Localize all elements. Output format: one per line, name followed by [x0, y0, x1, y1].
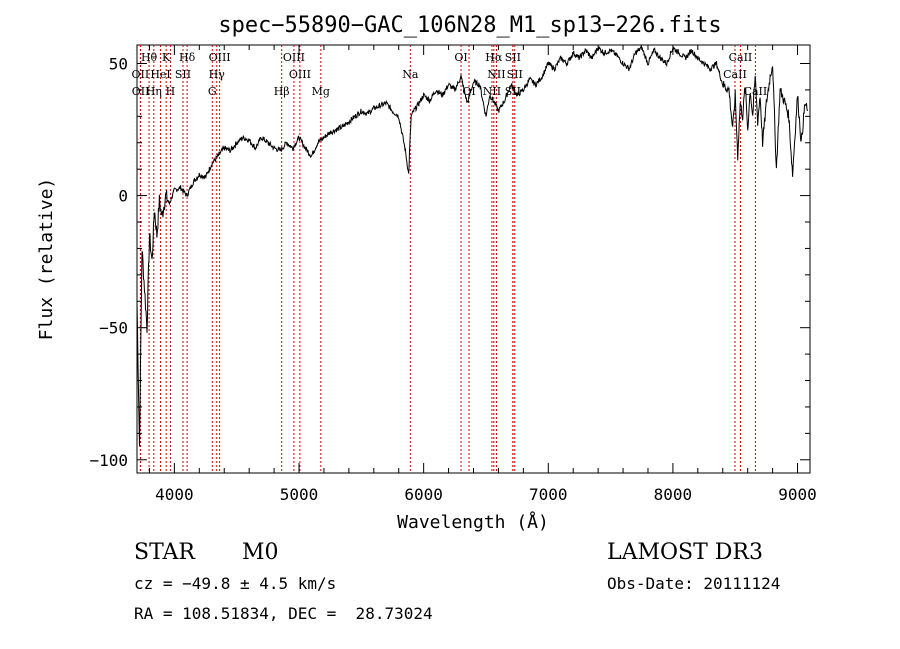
x-tick-label: 4000 — [155, 485, 194, 504]
x-tick-label: 5000 — [280, 485, 319, 504]
line-label: OII — [132, 68, 150, 81]
y-tick-label: 0 — [118, 187, 128, 206]
line-label: OIII — [209, 51, 231, 64]
line-label: OIII — [283, 51, 305, 64]
line-label: OI — [454, 51, 467, 64]
line-label: Hη — [146, 85, 162, 98]
line-label: SII — [505, 51, 521, 64]
x-tick-label: 7000 — [529, 485, 568, 504]
line-label: Hα — [485, 51, 503, 64]
line-label: Mg — [312, 85, 330, 98]
line-label: CaII — [729, 51, 753, 64]
x-tick-label: 6000 — [404, 485, 443, 504]
object-subclass: M0 — [242, 540, 279, 565]
plot-frame — [136, 44, 811, 474]
emission-line-markers — [139, 45, 756, 473]
line-label: SII — [175, 68, 191, 81]
y-axis-ticks: −100 −50 0 50 — [89, 54, 810, 470]
line-label: Hγ — [209, 68, 226, 81]
x-tick-label: 8000 — [654, 485, 693, 504]
line-label: Hδ — [179, 51, 196, 64]
redshift-cz: cz = −49.8 ± 4.5 km/s — [134, 574, 337, 593]
line-label: G — [208, 85, 217, 98]
line-label: Na — [402, 68, 419, 81]
line-label: HeI — [150, 68, 170, 81]
x-tick-label: 9000 — [778, 485, 817, 504]
survey-name: LAMOST DR3 — [607, 540, 763, 565]
line-label: K — [162, 51, 171, 64]
line-label: CaII — [723, 68, 747, 81]
line-label: SII — [507, 68, 523, 81]
line-label: NII — [487, 68, 505, 81]
chart-title: spec−55890−GAC_106N28_M1_sp13−226.fits — [218, 13, 721, 38]
line-label: CaII — [744, 85, 768, 98]
line-label: H — [166, 85, 176, 98]
line-label: NII — [483, 85, 501, 98]
spectrum-line — [136, 43, 808, 447]
line-label: Hβ — [274, 85, 290, 98]
coordinates: RA = 108.51834, DEC = 28.73024 — [134, 604, 433, 623]
line-label: OII — [132, 85, 150, 98]
observation-date: Obs-Date: 20111124 — [607, 574, 781, 593]
line-label: OIII — [289, 68, 311, 81]
x-axis-label: Wavelength (Å) — [397, 511, 549, 533]
y-tick-label: 50 — [109, 54, 128, 73]
y-axis-label: Flux (relative) — [36, 178, 57, 341]
x-axis-ticks: 4000 5000 6000 7000 8000 9000 — [148, 45, 817, 504]
line-label: Hθ — [141, 51, 158, 64]
object-class: STAR — [134, 540, 195, 565]
spectrum-chart: spec−55890−GAC_106N28_M1_sp13−226.fits H… — [36, 13, 817, 533]
y-tick-label: −100 — [89, 451, 128, 470]
y-tick-label: −50 — [99, 319, 128, 338]
